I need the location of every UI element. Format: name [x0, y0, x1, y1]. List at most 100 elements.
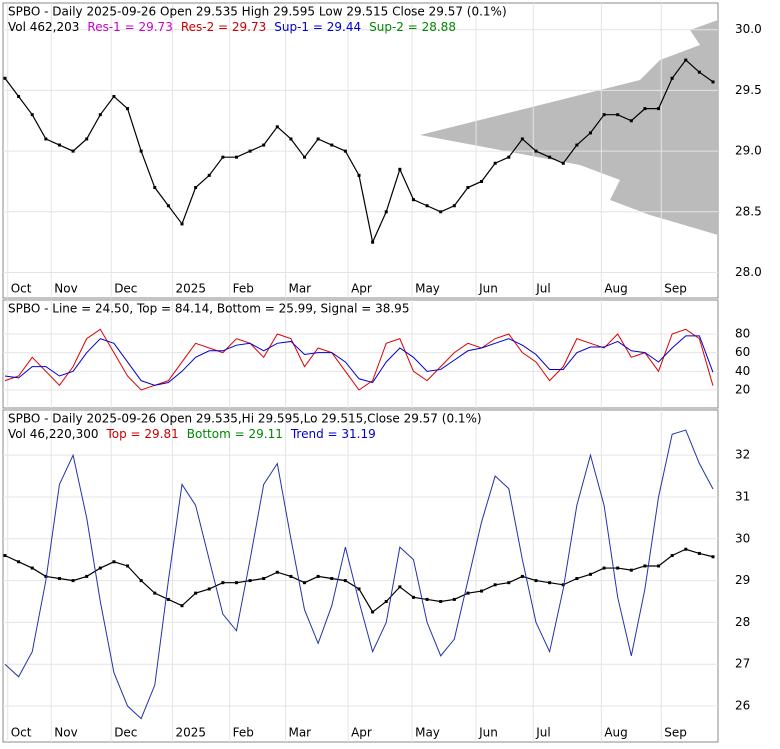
panel: 80 60 40 20 SPBO - Line = 24.50, Top = 84.14… [3, 300, 750, 408]
price-mark [425, 204, 429, 208]
x-tick-label: Jun [478, 282, 498, 296]
price-mark [153, 186, 157, 190]
y-tick-label: 29.0 [735, 144, 762, 158]
panel-frame [2, 409, 719, 743]
y-tick-label: 28.0 [735, 265, 762, 279]
price-mark [194, 186, 198, 190]
price-mark [643, 107, 647, 111]
price-mark [85, 137, 89, 141]
price-mark [466, 186, 470, 190]
price-mark [439, 600, 443, 604]
price-mark [425, 597, 429, 601]
price-mark [166, 597, 170, 601]
price-mark [275, 125, 279, 129]
price-mark [166, 204, 170, 208]
price-mark [85, 574, 89, 578]
x-tick-label: 2025 [175, 282, 206, 296]
x-tick-label: Feb [233, 726, 254, 740]
legend: Vol 46,220,300 Top = 29.81 Bottom = 29.11 T… [8, 427, 376, 441]
price-mark [657, 564, 661, 568]
x-tick-label: 2025 [175, 726, 206, 740]
price-mark [575, 577, 579, 581]
price-mark [57, 577, 61, 581]
price-mark [343, 579, 347, 583]
x-tick-label: Jul [535, 282, 550, 296]
price-mark [480, 179, 484, 183]
x-tick-label: Jun [478, 726, 498, 740]
price-mark [561, 583, 565, 587]
price-mark [520, 574, 524, 578]
price-mark [289, 574, 293, 578]
price-mark [439, 210, 443, 214]
price-mark [44, 574, 48, 578]
price-mark [71, 579, 75, 583]
x-tick-label: Dec [114, 726, 137, 740]
price-mark [248, 579, 252, 583]
price-mark [139, 149, 143, 153]
y-tick-label: 28 [735, 615, 750, 629]
price-mark [112, 560, 116, 564]
price-mark [234, 155, 238, 159]
legend-entry: Top = 29.81 [105, 427, 178, 441]
x-tick-label: Aug [604, 282, 627, 296]
price-mark [303, 581, 307, 585]
price-mark [480, 589, 484, 593]
price-mark [548, 155, 552, 159]
y-tick-label: 20 [735, 382, 750, 396]
y-tick-label: 27 [735, 657, 750, 671]
price-mark [3, 76, 7, 80]
price-mark [207, 173, 211, 177]
volume-profile [420, 20, 718, 235]
price-mark [316, 574, 320, 578]
price-mark [697, 70, 701, 74]
chart-title: SPBO - Daily 2025-09-26 Open 29.535,Hi 2… [8, 412, 482, 426]
price-mark [711, 555, 715, 559]
price-mark [534, 149, 538, 153]
price-mark [629, 568, 633, 572]
x-tick-label: Dec [114, 282, 137, 296]
x-tick-label: Mar [288, 282, 311, 296]
price-mark [398, 167, 402, 171]
price-mark [180, 222, 184, 226]
price-mark [657, 107, 661, 111]
price-mark [452, 597, 456, 601]
x-tick-label: Apr [351, 282, 372, 296]
y-tick-label: 26 [735, 699, 750, 713]
legend-entry: Res-2 = 29.73 [181, 20, 266, 34]
price-mark [357, 173, 361, 177]
legend-entry: Vol 462,203 [8, 20, 79, 34]
price-mark [561, 161, 565, 165]
y-tick-label: 28.5 [735, 204, 762, 218]
price-mark [262, 577, 266, 581]
price-mark [371, 240, 375, 244]
price-mark [534, 579, 538, 583]
price-mark [588, 572, 592, 576]
price-mark [262, 143, 266, 147]
price-mark [398, 585, 402, 589]
price-mark [643, 564, 647, 568]
price-mark [357, 587, 361, 591]
price-mark [684, 547, 688, 551]
chart-title: SPBO - Line = 24.50, Top = 84.14, Bottom… [8, 302, 409, 316]
x-tick-label: May [415, 282, 440, 296]
price-mark [71, 149, 75, 153]
y-tick-label: 40 [735, 364, 750, 378]
price-mark [17, 560, 21, 564]
series-line [4, 335, 714, 386]
x-tick-label: Mar [288, 726, 311, 740]
legend-entry: Vol 46,220,300 [8, 427, 98, 441]
price-mark [98, 566, 102, 570]
price-mark [548, 581, 552, 585]
price-mark [575, 143, 579, 147]
price-mark [303, 155, 307, 159]
price-mark [139, 579, 143, 583]
y-tick-label: 32 [735, 448, 750, 462]
legend-entry: Sup-1 = 29.44 [274, 20, 361, 34]
price-mark [384, 600, 388, 604]
y-tick-label: 80 [735, 326, 750, 340]
y-tick-label: 30 [735, 531, 750, 545]
price-mark [316, 137, 320, 141]
price-mark [384, 210, 388, 214]
panel: 32 31 30 29 28 27 26 Oct Nov Dec 2025 Feb Mar Apr May J… [3, 410, 750, 742]
